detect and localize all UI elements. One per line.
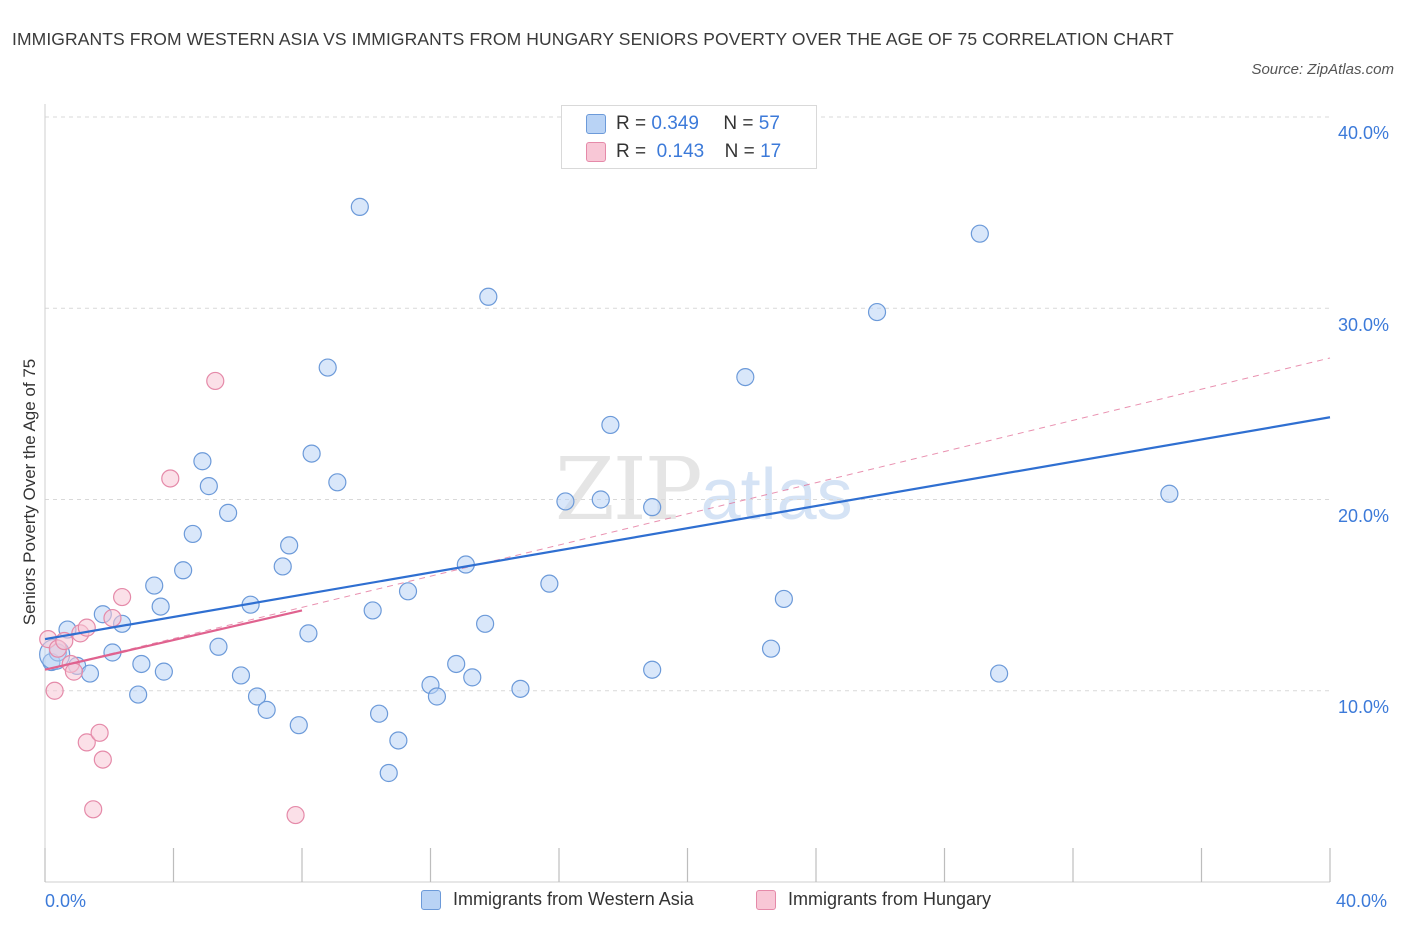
point-hungary [93, 750, 112, 769]
point-western-asia [273, 557, 292, 576]
legend-r-label: R = [616, 113, 647, 134]
point-western-asia [643, 498, 662, 517]
point-western-asia [80, 664, 100, 683]
x-axis-max-label: 40.0% [1336, 891, 1388, 911]
point-hungary [161, 469, 180, 488]
point-western-asia [145, 576, 164, 595]
legend-swatch-blue [586, 114, 606, 134]
point-western-asia [479, 287, 498, 306]
legend-r-value: 0.143 [656, 141, 705, 162]
legend-r-label: R = [616, 141, 647, 162]
point-western-asia [209, 637, 228, 656]
legend-row-hungary: R = 0.143 N = 17 [586, 140, 781, 164]
point-western-asia [302, 444, 321, 463]
point-western-asia [736, 368, 755, 387]
point-western-asia [389, 731, 408, 750]
legend-row-western-asia: R = 0.349 N = 57 [586, 112, 780, 136]
point-western-asia [193, 452, 212, 471]
trendline-hungary-extended [44, 357, 1331, 671]
series-swatch-pink [756, 889, 776, 910]
correlation-legend: R = 0.349 N = 57 R = 0.143 N = 17 [561, 105, 817, 169]
point-western-asia [990, 664, 1009, 683]
point-western-asia [363, 601, 382, 620]
series-name: Immigrants from Western Asia [453, 889, 694, 909]
series-swatch-blue [421, 889, 441, 910]
point-western-asia [643, 660, 662, 679]
point-western-asia [183, 524, 202, 544]
point-western-asia [257, 700, 276, 719]
point-western-asia [289, 716, 308, 735]
point-western-asia [463, 668, 482, 687]
series-name: Immigrants from Hungary [788, 889, 992, 909]
point-western-asia [540, 574, 559, 593]
point-western-asia [370, 704, 389, 723]
point-western-asia [199, 477, 218, 496]
point-western-asia [129, 685, 148, 704]
point-western-asia [511, 679, 530, 698]
point-hungary [286, 805, 305, 825]
chart-title: IMMIGRANTS FROM WESTERN ASIA VS IMMIGRAN… [12, 29, 1174, 49]
legend-n-value: 57 [758, 113, 780, 134]
point-hungary [64, 662, 84, 681]
point-western-asia [350, 197, 369, 216]
point-western-asia [174, 561, 193, 580]
legend-n-label: N = [724, 141, 755, 162]
point-western-asia [318, 358, 337, 377]
series-legend-hungary: Immigrants from Hungary [756, 889, 991, 910]
source-label: Source: ZipAtlas.com [1251, 61, 1394, 78]
point-western-asia [231, 666, 251, 685]
point-western-asia [280, 536, 299, 555]
point-western-asia [379, 763, 398, 783]
watermark-zip: ZIP [555, 440, 703, 540]
legend-swatch-pink [586, 142, 606, 162]
point-western-asia [601, 415, 620, 435]
point-western-asia [970, 224, 989, 243]
series-legend-western-asia: Immigrants from Western Asia [421, 889, 694, 910]
legend-n-label: N = [723, 113, 754, 134]
point-hungary [84, 800, 103, 819]
point-western-asia [398, 582, 418, 601]
point-western-asia [556, 492, 575, 511]
y-tick-20: 20.0% [1338, 506, 1390, 526]
point-hungary [45, 681, 64, 700]
y-tick-10: 10.0% [1338, 697, 1390, 717]
point-western-asia [761, 639, 781, 658]
point-western-asia [476, 614, 495, 633]
point-western-asia [219, 503, 238, 522]
legend-n-value: 17 [760, 141, 782, 162]
point-hungary [112, 587, 132, 607]
point-hungary [206, 371, 225, 391]
point-western-asia [132, 654, 151, 674]
point-western-asia [867, 302, 887, 322]
y-tick-40: 40.0% [1338, 123, 1390, 143]
point-western-asia [299, 624, 318, 643]
point-western-asia [328, 473, 347, 492]
point-western-asia [151, 597, 170, 616]
point-hungary [103, 608, 122, 628]
point-western-asia [774, 589, 793, 609]
point-western-asia [154, 662, 173, 681]
legend-r-value: 0.349 [651, 113, 699, 134]
x-axis-min-label: 0.0% [45, 891, 87, 911]
point-hungary [77, 733, 96, 752]
point-western-asia [247, 687, 267, 706]
y-axis-label: Seniors Poverty Over the Age of 75 [20, 358, 39, 626]
point-western-asia [1160, 484, 1179, 503]
y-tick-30: 30.0% [1338, 315, 1390, 335]
point-western-asia [591, 490, 610, 509]
trendline-western-asia [44, 416, 1331, 641]
point-western-asia [427, 687, 447, 706]
point-western-asia [447, 654, 466, 674]
trendline-hungary [44, 609, 303, 671]
point-hungary [90, 723, 109, 742]
watermark: ZIPatlas [555, 440, 853, 540]
